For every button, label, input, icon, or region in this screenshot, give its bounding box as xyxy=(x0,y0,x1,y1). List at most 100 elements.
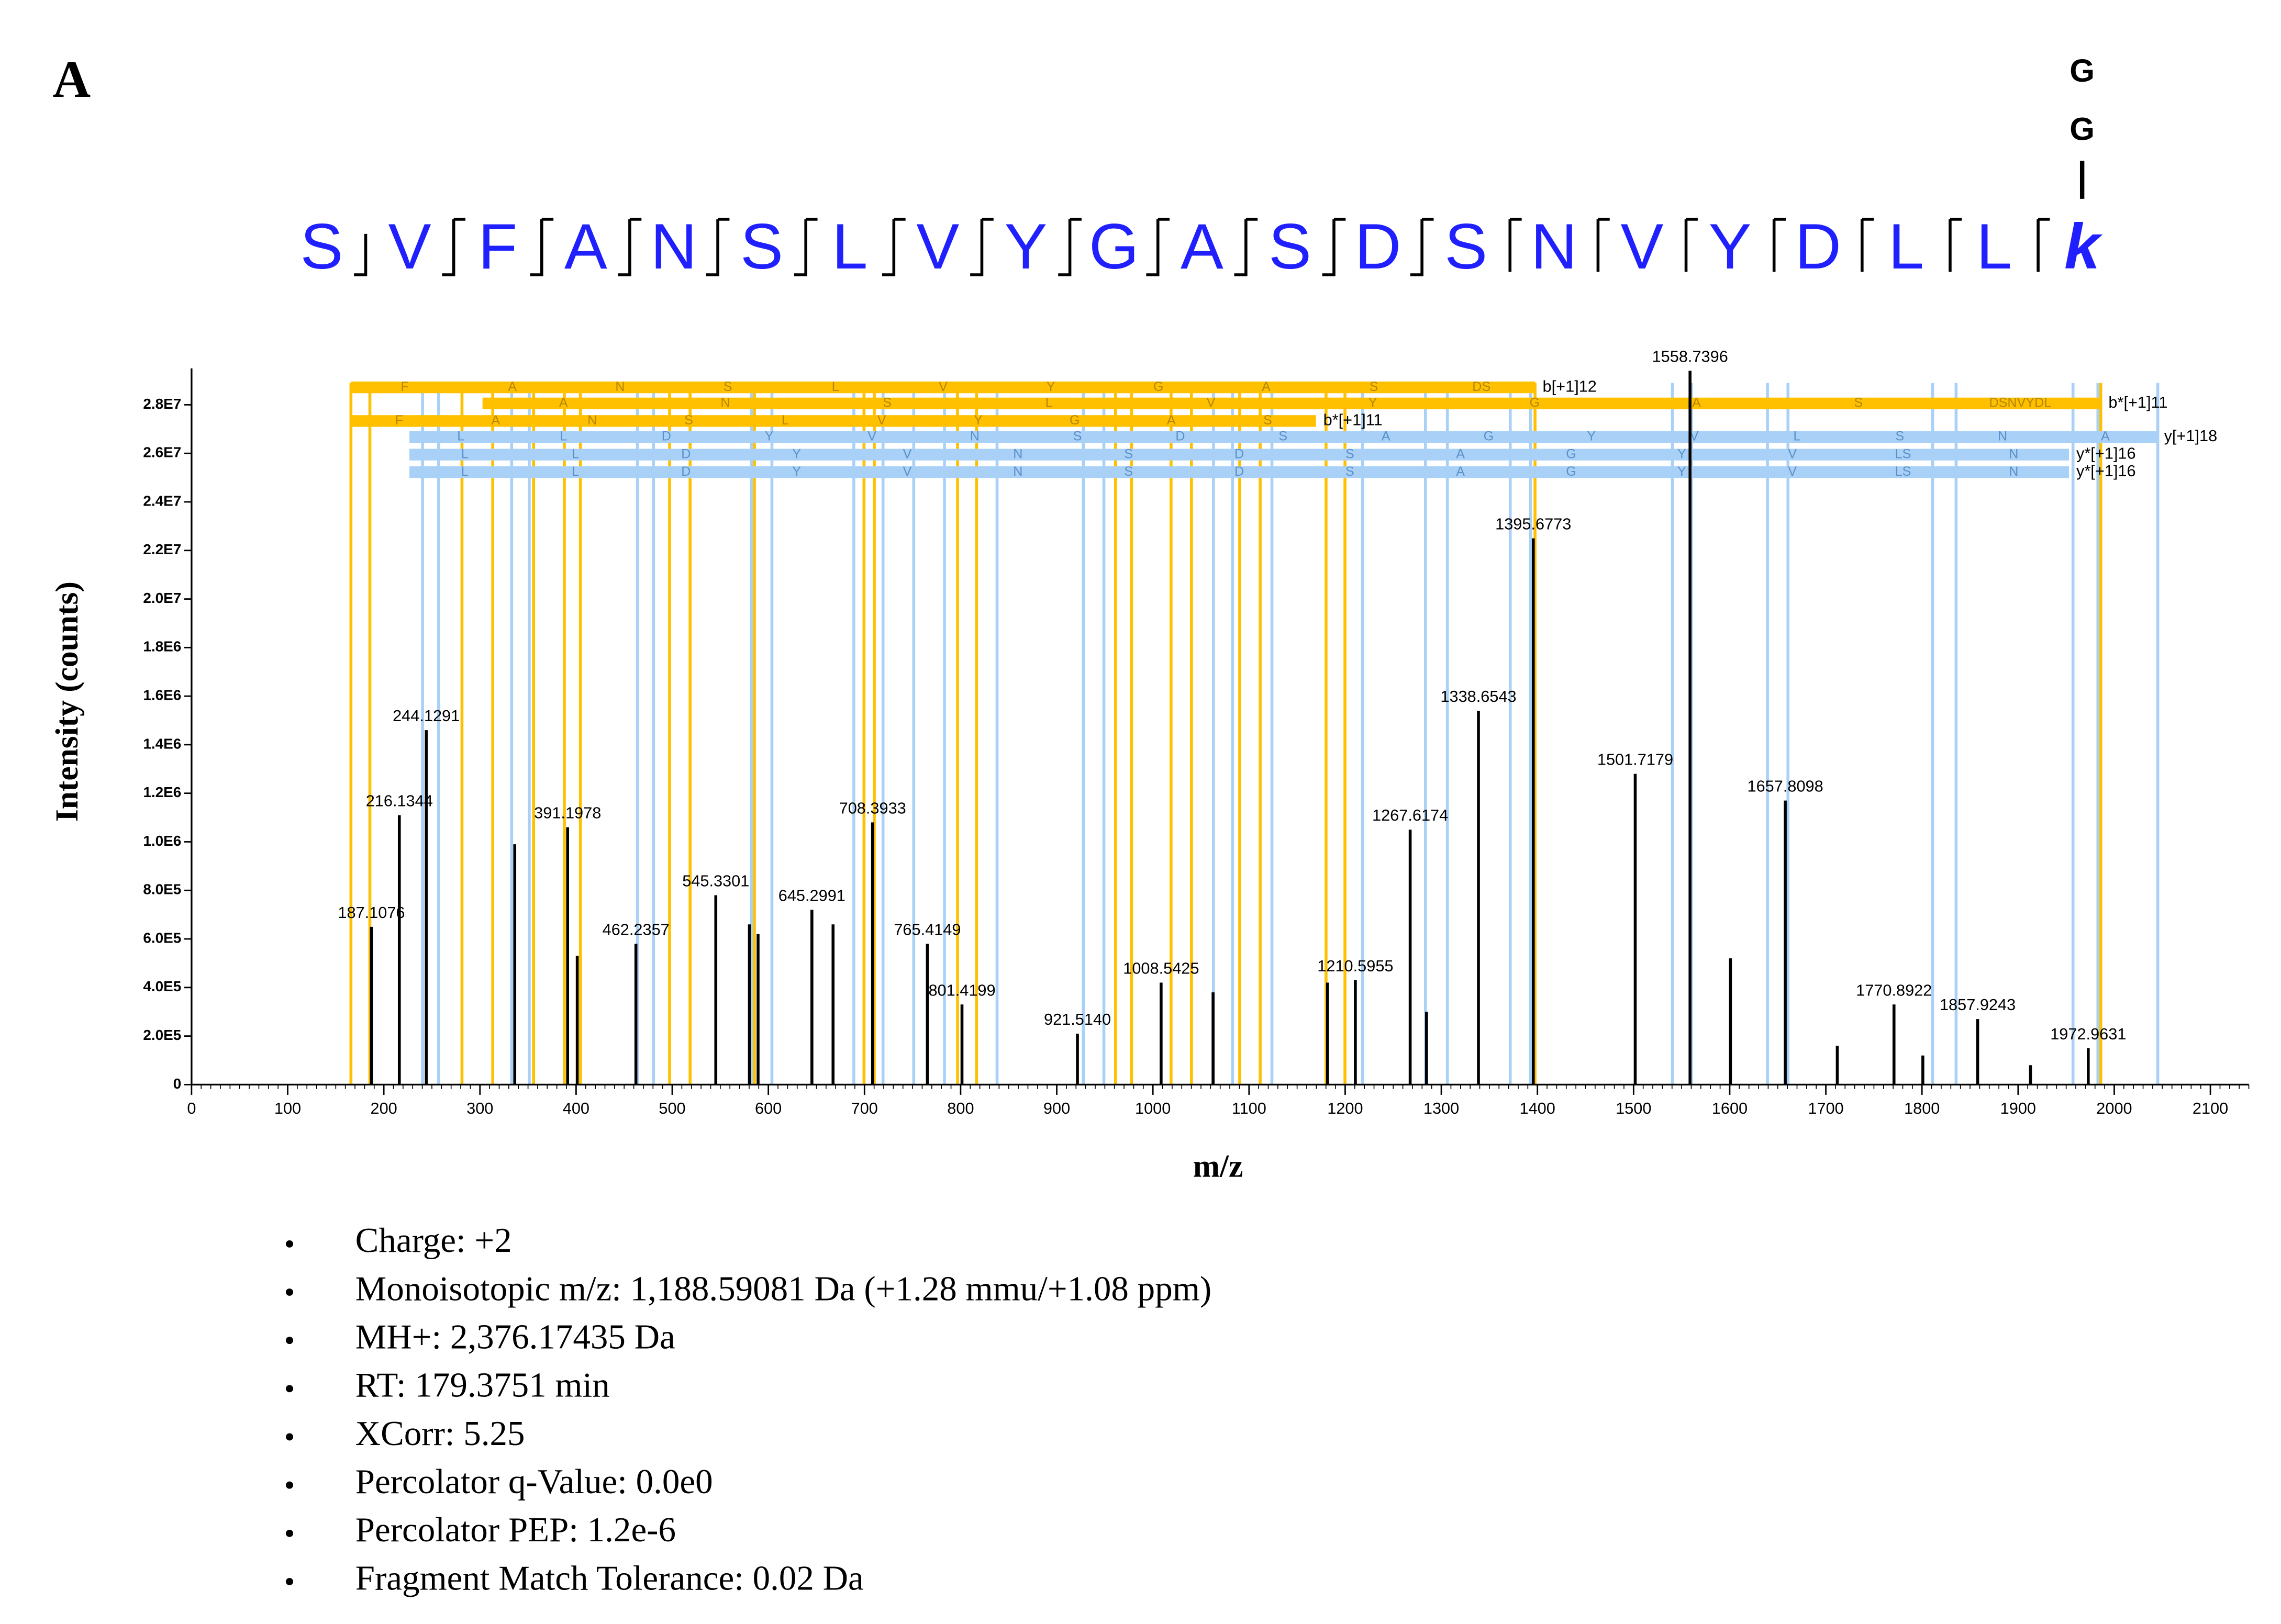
residue: L xyxy=(1888,211,1924,283)
ion-residue: A xyxy=(2101,429,2110,444)
peak-label: 216.1344 xyxy=(366,791,433,810)
ion-residue: S xyxy=(883,396,892,410)
residue: S xyxy=(1269,211,1311,283)
fragment-marker xyxy=(882,218,906,276)
bullet xyxy=(286,1481,293,1489)
x-tick-label: 1500 xyxy=(1616,1099,1651,1117)
x-tick-label: 800 xyxy=(947,1099,974,1117)
ion-residue: Y xyxy=(1368,396,1377,410)
fragment-marker xyxy=(442,218,465,276)
ion-residue: A xyxy=(1382,429,1390,444)
y-tick-label: 2.0E5 xyxy=(143,1027,181,1043)
ion-residue: D xyxy=(1175,429,1185,444)
x-tick-label: 1100 xyxy=(1232,1099,1266,1117)
fragment-marker xyxy=(1234,218,1258,276)
ion-residue: A xyxy=(1262,379,1271,394)
fragment-marker xyxy=(1949,218,1962,272)
ion-residue: A xyxy=(508,379,517,394)
residue: D xyxy=(1795,211,1841,283)
peak-label: 545.3301 xyxy=(682,872,749,890)
detail-item: MH+: 2,376.17435 Da xyxy=(355,1318,675,1357)
ion-residue: S xyxy=(1854,396,1863,410)
y-tick-label: 8.0E5 xyxy=(143,881,181,898)
ion-residue: A xyxy=(1456,446,1465,461)
bullet xyxy=(286,1433,293,1441)
residue: D xyxy=(1355,211,1401,283)
ion-residue: S xyxy=(1124,446,1133,461)
residue: V xyxy=(388,211,431,283)
x-tick-label: 400 xyxy=(563,1099,589,1117)
ion-residue: S xyxy=(1073,429,1082,444)
ion-residue: N xyxy=(1013,464,1022,479)
x-tick-label: 1000 xyxy=(1135,1099,1171,1117)
detail-item: Monoisotopic m/z: 1,188.59081 Da (+1.28 … xyxy=(355,1269,1211,1308)
y-tick-label: 6.0E5 xyxy=(143,929,181,946)
ion-residue: Y xyxy=(1677,446,1686,461)
bullet xyxy=(286,1337,293,1345)
ion-residue: G xyxy=(1070,413,1080,428)
ion-residue: V xyxy=(1207,396,1216,410)
residue: L xyxy=(832,211,867,283)
ion-residue: D xyxy=(1234,464,1244,479)
ion-residue: N xyxy=(615,379,625,394)
residue: L xyxy=(1976,211,2012,283)
x-tick-label: 1800 xyxy=(1904,1099,1940,1117)
x-tick-label: 0 xyxy=(187,1099,196,1117)
fragment-marker xyxy=(1508,218,1522,272)
ion-residue: L xyxy=(560,429,568,444)
residue: N xyxy=(1531,211,1577,283)
y-tick-label: 2.6E7 xyxy=(143,444,181,461)
ion-ladder xyxy=(409,431,2157,443)
panel-label: A xyxy=(53,50,91,108)
ion-residue: Y xyxy=(792,464,801,479)
residue: F xyxy=(478,211,517,283)
ion-residue: A xyxy=(1167,413,1176,428)
peak-label: 1857.9243 xyxy=(1940,995,2016,1014)
ion-ladder-label: b*[+1]11 xyxy=(2108,393,2167,411)
fragment-marker xyxy=(2037,218,2050,272)
x-tick-label: 100 xyxy=(274,1099,301,1117)
ion-residue: S xyxy=(1263,413,1272,428)
residue: S xyxy=(1444,211,1487,283)
detail-item: Percolator PEP: 1.2e-6 xyxy=(355,1510,676,1549)
ion-ladder xyxy=(351,415,1316,427)
peak-label: 1395.6773 xyxy=(1495,515,1571,533)
peak-label: 801.4199 xyxy=(928,981,995,999)
ion-residue: D xyxy=(681,446,691,461)
ion-residue: S xyxy=(1345,446,1354,461)
ion-residue: N xyxy=(2009,446,2018,461)
ion-residue: D xyxy=(662,429,671,444)
ion-residue: G xyxy=(1566,464,1576,479)
peak-label: 462.2357 xyxy=(603,920,670,938)
ion-residue: F xyxy=(395,413,403,428)
peak-label: 1210.5955 xyxy=(1317,957,1393,975)
ion-residue: Y xyxy=(1587,429,1596,444)
ion-residue: S xyxy=(1124,464,1133,479)
detail-item: Percolator q-Value: 0.0e0 xyxy=(355,1462,713,1501)
y-tick-label: 1.0E6 xyxy=(143,833,181,849)
peak-label: 244.1291 xyxy=(393,707,460,725)
y-tick-label: 4.0E5 xyxy=(143,978,181,994)
residue: S xyxy=(300,211,343,283)
residue: S xyxy=(740,211,783,283)
ion-residue: Y xyxy=(792,446,801,461)
ion-ladder-label: b[+1]12 xyxy=(1543,377,1597,395)
fragment-marker xyxy=(618,218,642,276)
ion-residue: S xyxy=(1370,379,1378,394)
ion-residue: V xyxy=(903,464,912,479)
modification: G xyxy=(2069,53,2095,89)
ion-residue: A xyxy=(1456,464,1465,479)
ion-residue: LS xyxy=(1895,446,1911,461)
ion-residue: G xyxy=(1566,446,1576,461)
peak-label: 1338.6543 xyxy=(1440,687,1516,705)
residue: V xyxy=(916,211,959,283)
ion-residue: V xyxy=(1788,446,1797,461)
ion-residue: V xyxy=(877,413,886,428)
ion-ladder xyxy=(351,381,1535,394)
ion-residue: DS xyxy=(1472,379,1490,394)
ion-residue: S xyxy=(724,379,732,394)
ion-residue: V xyxy=(939,379,948,394)
ion-residue: N xyxy=(587,413,597,428)
ion-residue: S xyxy=(1895,429,1904,444)
ion-residue: G xyxy=(1153,379,1164,394)
